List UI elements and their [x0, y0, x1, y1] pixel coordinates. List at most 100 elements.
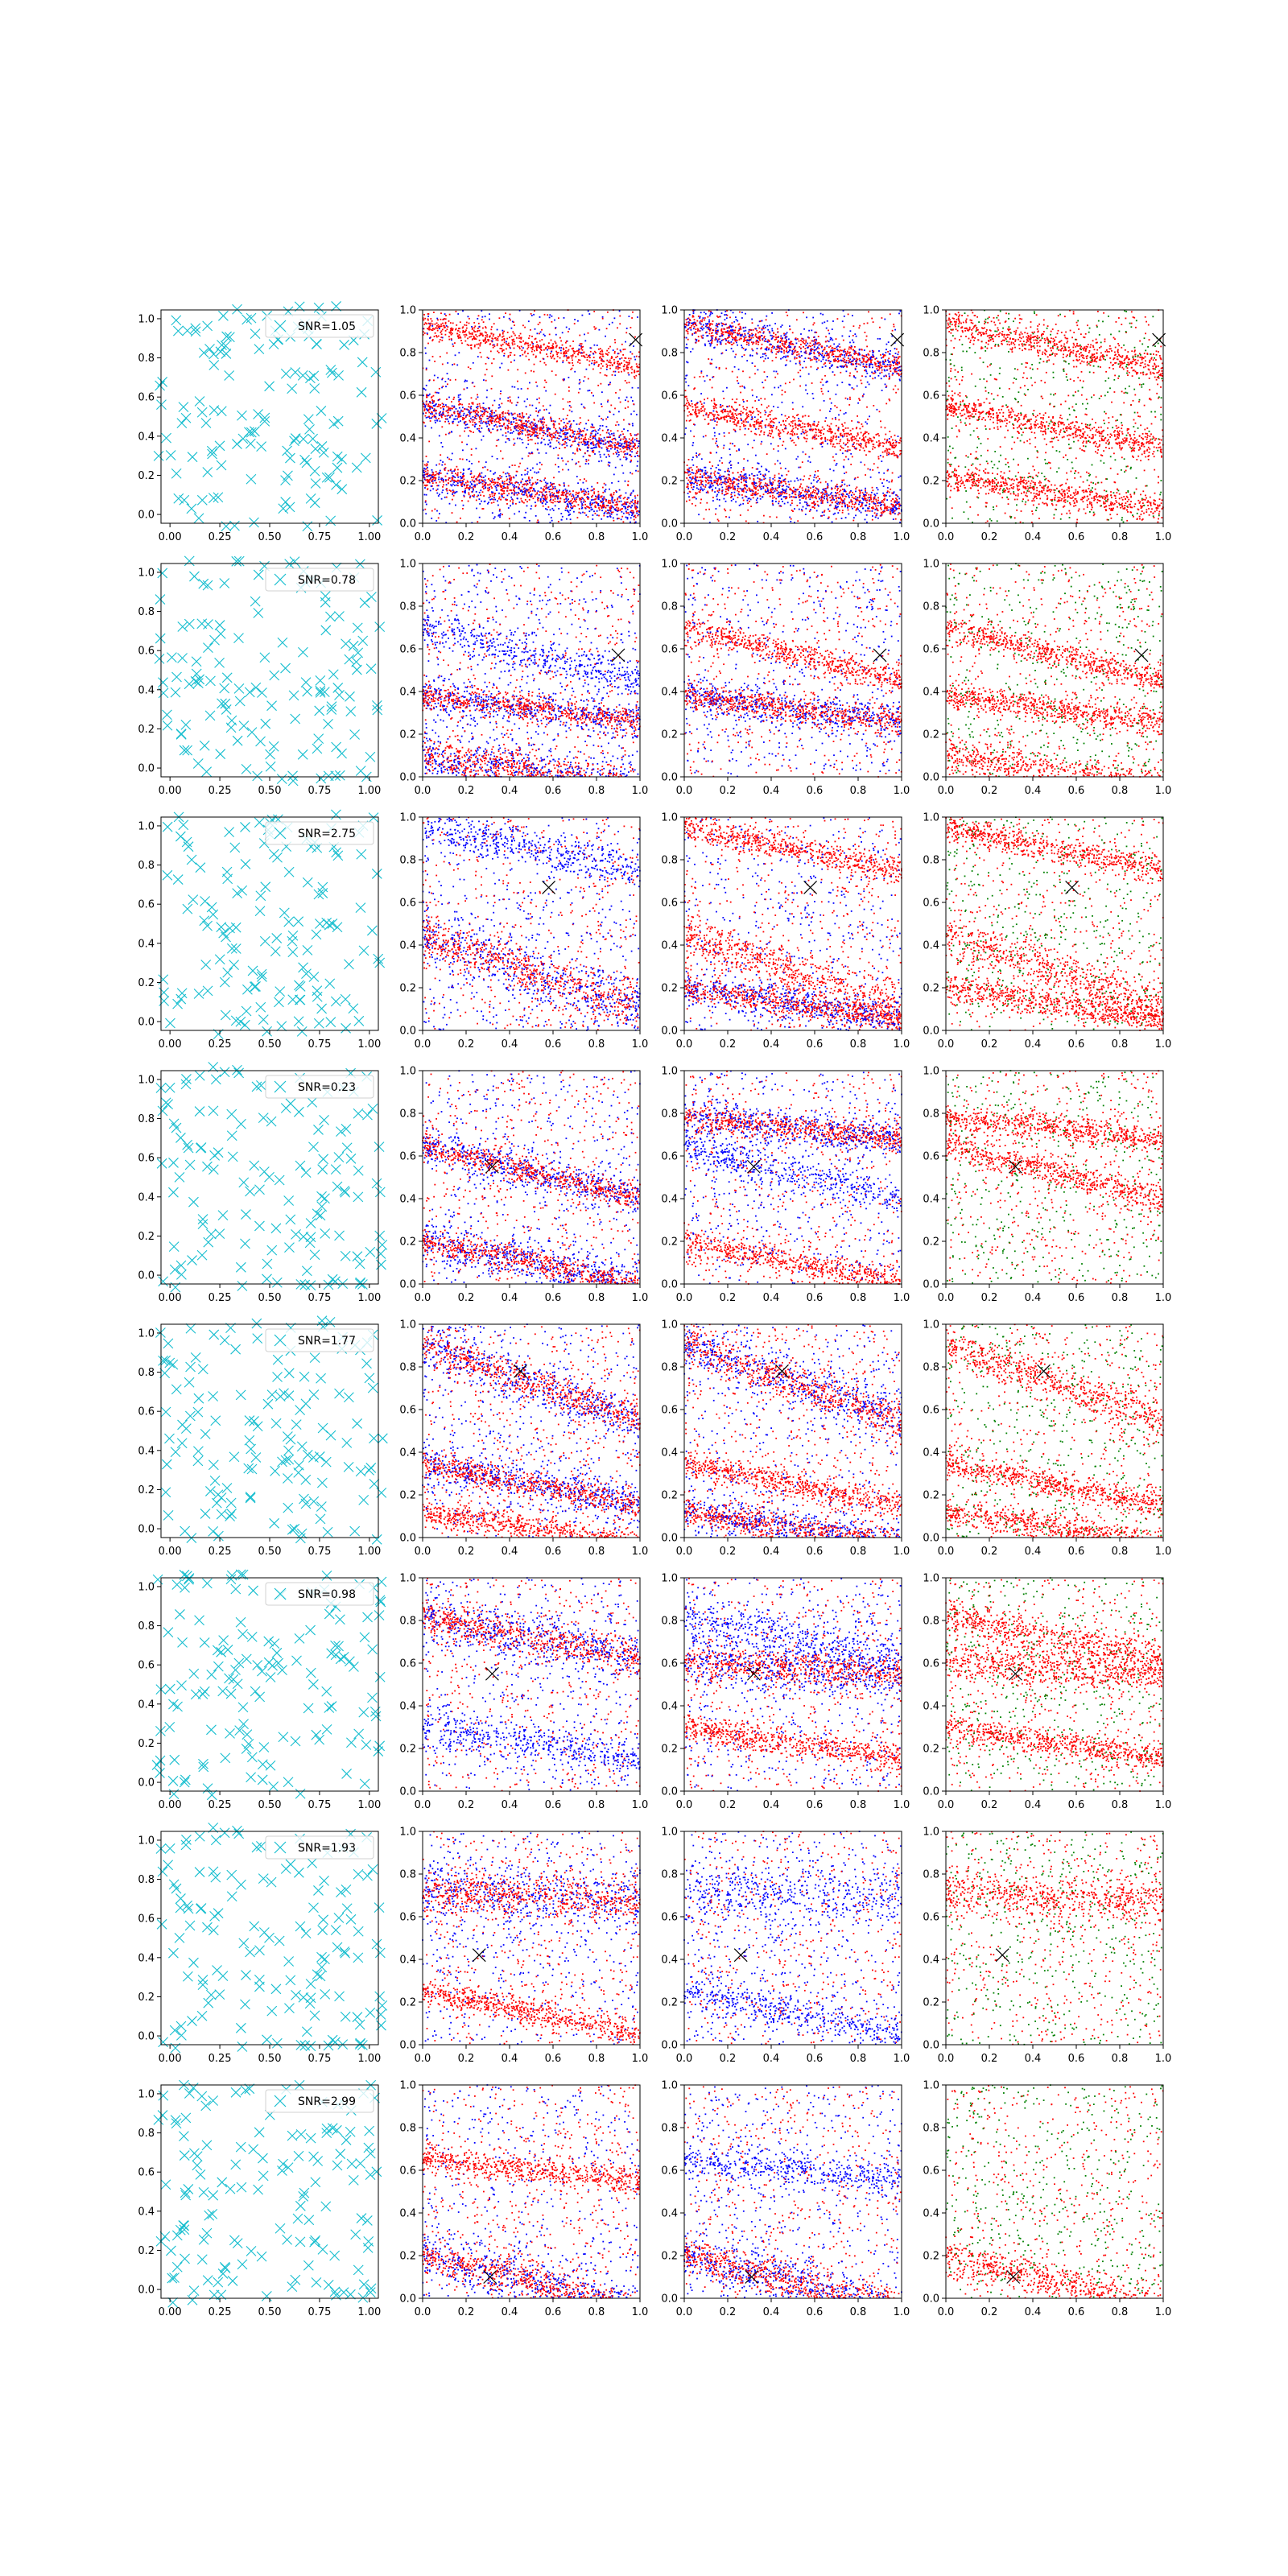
- data-point: [584, 437, 586, 439]
- data-point: [497, 505, 499, 506]
- data-point: [591, 490, 592, 492]
- data-point: [584, 352, 585, 353]
- data-point: [427, 403, 429, 405]
- data-point: [622, 473, 624, 474]
- data-point: [584, 512, 586, 514]
- data-point: [437, 320, 439, 321]
- data-point: [585, 481, 587, 482]
- data-point: [555, 464, 556, 465]
- data-point: [636, 435, 638, 436]
- data-point: [508, 411, 510, 412]
- data-point: [634, 376, 635, 378]
- data-point: [492, 428, 493, 430]
- data-point: [592, 395, 594, 397]
- data-point: [632, 400, 634, 402]
- data-point: [431, 329, 432, 331]
- data-point: [585, 514, 587, 516]
- panel-r1-c2: 0.0 0.2 0.4 0.6 0.8 1.00.00.20.40.60.81.0: [399, 305, 648, 544]
- data-point: [425, 390, 427, 391]
- data-point: [427, 461, 429, 463]
- data-point: [500, 393, 502, 394]
- data-point: [630, 522, 631, 523]
- data-point: [492, 496, 493, 497]
- data-point: [431, 427, 432, 429]
- data-point: [559, 432, 561, 434]
- data-point: [477, 394, 478, 396]
- data-point: [533, 424, 535, 426]
- data-point: [483, 508, 485, 510]
- data-point: [462, 407, 464, 408]
- data-point: [194, 514, 204, 523]
- data-point: [598, 505, 600, 506]
- data-point: [563, 360, 564, 361]
- y-tick-label: 0.0: [138, 510, 155, 522]
- data-point: [576, 423, 578, 425]
- data-point: [473, 424, 474, 426]
- data-point: [265, 382, 275, 391]
- data-point: [568, 386, 570, 388]
- data-point: [246, 427, 256, 437]
- data-point: [599, 329, 601, 331]
- data-point: [464, 427, 466, 429]
- data-point: [246, 439, 255, 448]
- data-point: [550, 493, 551, 495]
- data-point: [436, 510, 438, 512]
- data-point: [435, 474, 436, 476]
- data-point: [614, 444, 616, 446]
- data-point: [613, 518, 614, 519]
- data-point: [526, 413, 527, 415]
- data-point: [491, 423, 493, 424]
- data-point: [500, 390, 502, 392]
- data-point: [578, 461, 580, 463]
- data-point: [617, 514, 618, 515]
- data-point: [283, 446, 292, 456]
- data-point: [474, 345, 476, 346]
- data-point: [521, 431, 522, 433]
- data-point: [498, 404, 500, 406]
- data-point: [499, 423, 501, 424]
- data-point: [447, 373, 448, 374]
- data-point: [460, 340, 462, 341]
- data-point: [623, 446, 625, 448]
- data-point: [497, 340, 499, 341]
- data-point: [536, 473, 538, 474]
- data-point: [634, 497, 636, 499]
- data-point: [561, 519, 563, 521]
- data-point: [469, 332, 470, 333]
- data-point: [517, 494, 518, 496]
- data-point: [632, 473, 634, 475]
- data-point: [528, 477, 530, 478]
- data-point: [615, 424, 617, 426]
- data-point: [479, 479, 481, 481]
- data-point: [479, 481, 481, 483]
- data-point: [551, 508, 553, 510]
- data-point: [503, 472, 505, 473]
- data-point: [424, 408, 426, 410]
- data-point: [474, 386, 476, 387]
- data-point: [569, 490, 571, 492]
- data-point: [559, 497, 561, 499]
- data-point: [469, 336, 471, 338]
- data-point: [481, 319, 483, 320]
- data-point: [514, 485, 515, 486]
- data-point: [627, 449, 629, 451]
- data-point: [457, 313, 459, 315]
- data-point: [232, 440, 242, 449]
- data-point: [612, 374, 613, 376]
- data-point: [502, 514, 503, 515]
- data-point: [565, 350, 567, 352]
- data-point: [233, 304, 242, 314]
- data-point: [570, 425, 572, 427]
- data-point: [589, 436, 591, 438]
- data-point: [469, 345, 470, 346]
- data-point: [635, 517, 637, 518]
- data-point: [593, 357, 595, 358]
- data-point: [621, 344, 623, 345]
- data-point: [600, 425, 601, 427]
- data-point: [582, 315, 584, 316]
- data-point: [429, 418, 431, 419]
- data-point: [431, 417, 432, 419]
- data-point: [518, 511, 520, 513]
- data-point: [617, 363, 618, 365]
- data-point: [428, 412, 430, 414]
